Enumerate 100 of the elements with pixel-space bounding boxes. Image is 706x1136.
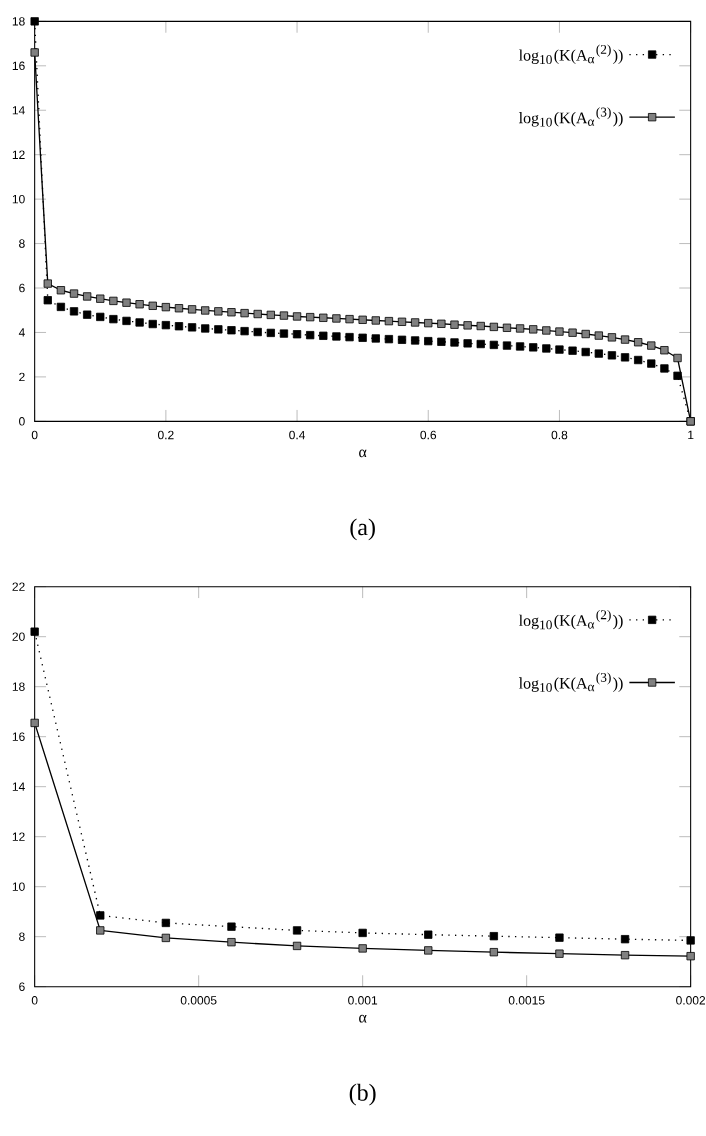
point [148, 319, 157, 329]
point [515, 342, 525, 351]
point [555, 949, 564, 958]
text: (a) [350, 518, 375, 541]
point [279, 329, 289, 338]
point [463, 339, 472, 348]
point [174, 322, 184, 331]
point [161, 933, 170, 943]
point [502, 341, 512, 350]
point [266, 328, 275, 338]
point [306, 313, 315, 322]
point [122, 298, 131, 307]
point [594, 331, 603, 340]
point [109, 314, 118, 324]
point [607, 333, 617, 342]
point [397, 317, 407, 326]
point [358, 944, 367, 953]
point [581, 329, 590, 339]
point [529, 325, 538, 334]
point [555, 933, 564, 942]
point [489, 932, 498, 941]
point [620, 951, 630, 960]
point [56, 302, 66, 312]
point [384, 335, 394, 344]
point [647, 359, 656, 368]
point [660, 346, 669, 355]
point [240, 308, 249, 318]
point [214, 307, 223, 316]
point [43, 279, 52, 288]
point [96, 312, 105, 322]
point [489, 948, 498, 957]
point [279, 311, 289, 320]
point [424, 336, 433, 346]
point [135, 300, 144, 309]
point [437, 337, 446, 346]
point [450, 320, 459, 329]
point [450, 338, 459, 347]
point [174, 304, 184, 313]
point [555, 345, 564, 354]
point [673, 353, 682, 363]
point [266, 310, 275, 320]
point [122, 316, 131, 326]
point [109, 296, 118, 306]
point [30, 48, 39, 57]
point [253, 309, 262, 319]
point [227, 326, 236, 335]
point [96, 911, 105, 920]
point [411, 336, 420, 345]
point [161, 918, 170, 928]
legend-label: log$_{10}$(K(A$_{α}$$^{(3)}$)) [518, 672, 623, 692]
point [371, 316, 380, 325]
point [201, 324, 210, 333]
point [345, 314, 354, 324]
point [187, 323, 197, 332]
point [319, 331, 328, 340]
point [515, 324, 525, 333]
point [292, 330, 302, 339]
point [542, 326, 551, 335]
point [620, 335, 630, 344]
x-axis-title: α [359, 1014, 367, 1023]
point [397, 335, 407, 344]
point [187, 305, 197, 314]
point [161, 302, 170, 312]
point [30, 718, 39, 728]
point [358, 333, 367, 342]
text: (b) [349, 1083, 376, 1106]
point [660, 364, 669, 373]
point [69, 289, 79, 298]
point [607, 351, 617, 360]
point [437, 319, 446, 328]
point [83, 292, 92, 301]
point [43, 296, 52, 305]
point [240, 327, 249, 336]
point [332, 314, 341, 323]
point [345, 332, 354, 342]
point [673, 371, 682, 380]
point [502, 323, 512, 332]
point [148, 301, 157, 310]
point [69, 307, 79, 316]
point [56, 286, 66, 295]
point [306, 330, 315, 340]
point [620, 935, 630, 944]
point [529, 343, 538, 352]
point [581, 347, 590, 357]
point [594, 349, 603, 358]
point [634, 355, 643, 365]
point [201, 306, 210, 315]
x-axis-title: α [359, 449, 367, 458]
legend-label: log$_{10}$(K(A$_{α}$$^{(2)}$)) [518, 609, 623, 630]
point [568, 328, 577, 337]
point [411, 318, 420, 327]
point [30, 17, 39, 26]
point [135, 318, 144, 327]
point [568, 346, 577, 355]
legend-label: log$_{10}$(K(A$_{α}$$^{(3)}$)) [518, 107, 623, 127]
point [30, 627, 39, 636]
point [620, 353, 630, 362]
point [424, 930, 433, 939]
point [227, 308, 236, 317]
point [96, 294, 105, 303]
